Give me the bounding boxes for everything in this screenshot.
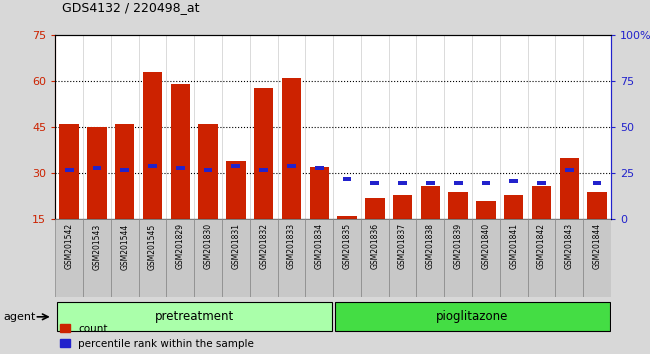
Text: GSM201542: GSM201542 bbox=[64, 223, 73, 269]
Bar bbox=[421, 186, 440, 219]
Bar bbox=[370, 181, 379, 184]
Text: GSM201833: GSM201833 bbox=[287, 223, 296, 269]
Text: GSM201835: GSM201835 bbox=[343, 223, 352, 269]
Bar bbox=[361, 219, 389, 297]
Bar bbox=[500, 219, 528, 297]
Bar bbox=[315, 166, 324, 170]
Bar bbox=[476, 201, 496, 219]
Text: GSM201839: GSM201839 bbox=[454, 223, 463, 269]
Bar bbox=[504, 195, 523, 219]
Bar bbox=[583, 219, 611, 297]
Bar bbox=[593, 181, 601, 184]
Bar bbox=[194, 219, 222, 297]
Bar bbox=[138, 219, 166, 297]
Bar bbox=[222, 219, 250, 297]
Bar bbox=[250, 219, 278, 297]
Bar bbox=[143, 72, 162, 219]
Text: GSM201829: GSM201829 bbox=[176, 223, 185, 269]
Bar bbox=[454, 181, 463, 184]
Text: GSM201545: GSM201545 bbox=[148, 223, 157, 270]
Bar bbox=[287, 164, 296, 168]
Legend: count, percentile rank within the sample: count, percentile rank within the sample bbox=[60, 324, 254, 349]
Text: GSM201836: GSM201836 bbox=[370, 223, 380, 269]
Text: pretreatment: pretreatment bbox=[155, 310, 234, 323]
Bar bbox=[555, 219, 583, 297]
Text: GSM201838: GSM201838 bbox=[426, 223, 435, 269]
Bar bbox=[254, 87, 274, 219]
Bar bbox=[59, 124, 79, 219]
Bar bbox=[57, 302, 332, 331]
Text: GSM201840: GSM201840 bbox=[482, 223, 491, 269]
Text: GDS4132 / 220498_at: GDS4132 / 220498_at bbox=[62, 1, 200, 14]
Text: GSM201544: GSM201544 bbox=[120, 223, 129, 270]
Bar bbox=[482, 181, 490, 184]
Bar bbox=[111, 219, 138, 297]
Text: GSM201843: GSM201843 bbox=[565, 223, 574, 269]
Bar bbox=[588, 192, 607, 219]
Text: GSM201842: GSM201842 bbox=[537, 223, 546, 269]
Bar bbox=[281, 78, 301, 219]
Bar bbox=[231, 164, 240, 168]
Bar bbox=[166, 219, 194, 297]
Bar bbox=[417, 219, 445, 297]
Bar bbox=[259, 168, 268, 172]
Bar bbox=[176, 166, 185, 170]
Text: GSM201844: GSM201844 bbox=[593, 223, 602, 269]
Bar bbox=[55, 219, 83, 297]
Bar bbox=[426, 181, 435, 184]
Bar bbox=[92, 166, 101, 170]
Bar bbox=[198, 124, 218, 219]
Bar bbox=[343, 177, 352, 181]
Bar bbox=[203, 168, 213, 172]
Bar bbox=[565, 168, 574, 172]
Bar bbox=[226, 161, 246, 219]
Bar bbox=[537, 181, 546, 184]
Bar bbox=[335, 302, 610, 331]
Text: GSM201832: GSM201832 bbox=[259, 223, 268, 269]
Bar bbox=[560, 158, 579, 219]
Bar bbox=[528, 219, 556, 297]
Bar bbox=[333, 219, 361, 297]
Bar bbox=[398, 181, 407, 184]
Bar bbox=[448, 192, 468, 219]
Bar bbox=[309, 167, 329, 219]
Text: pioglitazone: pioglitazone bbox=[436, 310, 508, 323]
Bar bbox=[278, 219, 306, 297]
Bar bbox=[170, 85, 190, 219]
Bar bbox=[365, 198, 385, 219]
Bar bbox=[337, 216, 357, 219]
Bar bbox=[306, 219, 333, 297]
Bar bbox=[87, 127, 107, 219]
Text: GSM201834: GSM201834 bbox=[315, 223, 324, 269]
Text: GSM201830: GSM201830 bbox=[203, 223, 213, 269]
Bar bbox=[393, 195, 412, 219]
Bar bbox=[532, 186, 551, 219]
Bar bbox=[445, 219, 472, 297]
Bar bbox=[148, 164, 157, 168]
Bar bbox=[389, 219, 417, 297]
Text: GSM201841: GSM201841 bbox=[509, 223, 518, 269]
Text: GSM201543: GSM201543 bbox=[92, 223, 101, 270]
Text: GSM201837: GSM201837 bbox=[398, 223, 407, 269]
Bar bbox=[115, 124, 135, 219]
Text: GSM201831: GSM201831 bbox=[231, 223, 240, 269]
Bar bbox=[65, 168, 73, 172]
Bar bbox=[510, 179, 518, 183]
Bar bbox=[120, 168, 129, 172]
Bar bbox=[472, 219, 500, 297]
Bar bbox=[83, 219, 111, 297]
Text: agent: agent bbox=[3, 312, 36, 322]
